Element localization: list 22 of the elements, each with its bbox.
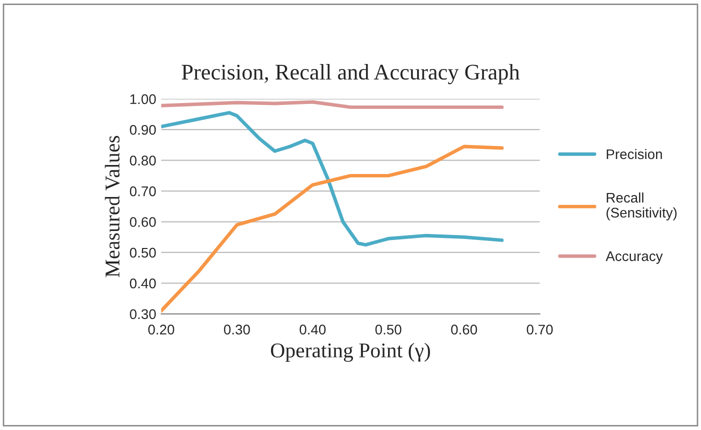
y-tick-label: 0.80 (130, 156, 156, 166)
line-series (161, 144, 504, 313)
x-tick-label: 0.40 (300, 324, 326, 335)
y-tick-label: 0.40 (130, 278, 156, 288)
y-tick-label: 0.70 (130, 186, 156, 196)
x-tick-label: 0.20 (148, 324, 174, 335)
x-axis-title: Operating Point (γ) (270, 342, 430, 362)
y-tick-label: 0.50 (130, 248, 156, 258)
legend-label: Precision (606, 148, 662, 160)
line-series (161, 110, 504, 247)
y-axis-title: Measured Values (104, 136, 120, 278)
y-tick-label: 1.00 (130, 94, 156, 104)
chart-title: Precision, Recall and Accuracy Graph (182, 64, 520, 84)
legend-label: Accuracy (606, 251, 663, 264)
x-tick-label: 0.30 (224, 324, 250, 335)
y-tick-label: 0.90 (130, 124, 156, 135)
x-tick-label: 0.70 (526, 324, 553, 335)
x-tick-label: 0.50 (375, 324, 402, 335)
y-tick-label: 0.30 (130, 309, 156, 320)
legend-label: Recall (Sensitivity) (606, 192, 677, 220)
x-tick-label: 0.60 (451, 324, 478, 335)
y-tick-label: 0.60 (130, 217, 156, 227)
